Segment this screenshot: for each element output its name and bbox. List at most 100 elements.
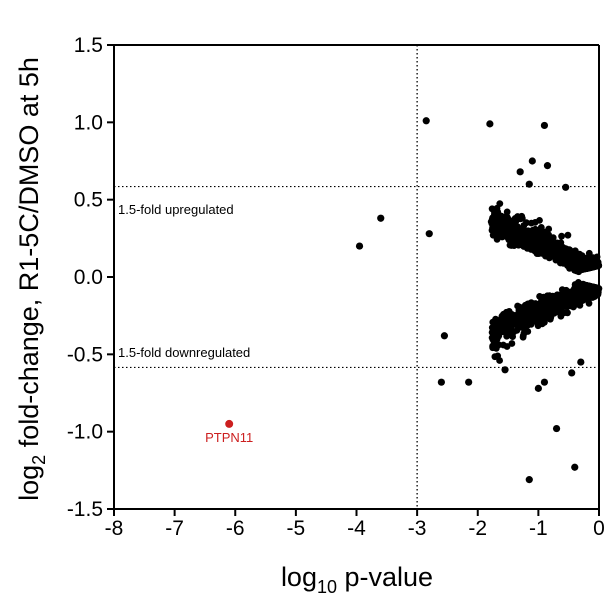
- data-point: [440, 332, 449, 340]
- data-point: [506, 324, 513, 332]
- data-point: [486, 120, 494, 128]
- data-point: [585, 299, 593, 307]
- data-point: [528, 219, 535, 227]
- data-point: [521, 301, 529, 309]
- data-point: [562, 183, 570, 191]
- data-point: [578, 259, 586, 267]
- data-point: [558, 304, 566, 311]
- data-point: [513, 315, 521, 322]
- y-axis-title: log2 fold-change, R1-5C/DMSO at 5h: [14, 57, 49, 501]
- data-point: [546, 299, 553, 306]
- data-point: [580, 264, 588, 272]
- data-point: [494, 318, 501, 326]
- highlight-point: [225, 419, 234, 428]
- data-point: [542, 246, 549, 254]
- data-point: [496, 200, 504, 208]
- data-point: [557, 294, 565, 301]
- data-point: [516, 168, 524, 176]
- x-tick-label: -3: [408, 517, 427, 540]
- data-point: [524, 328, 532, 335]
- data-point: [543, 162, 552, 170]
- data-point: [540, 121, 549, 130]
- x-tick-label: -1: [529, 517, 548, 540]
- data-point: [493, 327, 501, 335]
- data-point: [534, 308, 542, 315]
- data-point: [552, 298, 560, 306]
- data-point: [534, 384, 542, 392]
- x-tick-label: -8: [105, 517, 124, 540]
- highlight-label: PTPN11: [205, 430, 253, 445]
- x-tick-label: -6: [226, 517, 245, 540]
- data-point: [488, 226, 496, 234]
- data-point: [525, 233, 532, 240]
- data-point: [572, 267, 580, 275]
- x-axis-title: log10 p-value: [281, 562, 433, 595]
- data-point: [540, 314, 548, 322]
- y-axis-title-subscript: 2: [29, 455, 49, 465]
- data-point: [561, 309, 568, 317]
- data-point: [525, 180, 533, 188]
- data-point: [465, 378, 473, 386]
- data-point: [513, 225, 521, 233]
- data-point: [355, 242, 364, 250]
- data-points: PTPN11: [205, 117, 603, 484]
- annotation-downregulated: 1.5-fold downregulated: [118, 345, 250, 360]
- data-point: [509, 333, 516, 340]
- data-point: [542, 238, 550, 246]
- data-point: [536, 293, 543, 300]
- tick-labels: -8 -7 -6 -5 -4 -3 -2 -1 0 -1.5 -1.0 -0.5 0.0 0.5 1.0 1.…: [67, 34, 605, 540]
- x-axis-title-subscript: 10: [317, 577, 337, 595]
- x-tick-label: 0: [593, 517, 605, 540]
- data-point: [501, 231, 508, 239]
- data-point: [514, 302, 521, 310]
- data-point: [576, 289, 584, 296]
- data-point: [533, 250, 541, 257]
- data-point: [528, 157, 536, 165]
- reference-lines: [114, 45, 599, 509]
- data-point: [552, 424, 561, 433]
- data-point: [499, 341, 507, 349]
- data-point: [524, 227, 532, 235]
- data-point: [564, 231, 572, 239]
- data-point: [512, 233, 519, 240]
- data-point: [569, 257, 577, 265]
- data-point: [579, 297, 587, 304]
- data-point: [550, 304, 557, 311]
- data-point: [520, 239, 527, 247]
- y-tick-label: 0.5: [74, 189, 103, 212]
- data-point: [562, 245, 570, 253]
- data-point: [500, 325, 508, 332]
- data-point: [501, 366, 509, 374]
- x-axis-title-text: p-value: [337, 562, 433, 592]
- data-point: [568, 369, 576, 377]
- y-tick-label: 1.0: [74, 111, 103, 134]
- data-point: [556, 245, 564, 253]
- data-point: [537, 224, 545, 231]
- data-point: [494, 352, 502, 360]
- data-point: [422, 117, 430, 125]
- data-point: [540, 378, 549, 386]
- x-axis-title-log: log: [281, 562, 317, 592]
- data-point: [534, 232, 542, 240]
- data-point: [527, 317, 535, 324]
- data-point: [546, 315, 554, 323]
- data-point: [546, 254, 553, 262]
- data-point: [510, 242, 518, 250]
- data-point: [536, 300, 544, 307]
- data-point: [591, 293, 598, 300]
- data-point: [558, 232, 565, 240]
- data-point: [498, 222, 506, 230]
- data-point: [506, 229, 514, 237]
- x-tick-label: -7: [165, 517, 184, 540]
- data-point: [537, 237, 544, 245]
- y-tick-label: -1.0: [67, 421, 103, 444]
- data-point: [507, 318, 515, 325]
- data-point: [573, 297, 581, 305]
- data-point: [574, 254, 582, 262]
- x-tick-label: -2: [468, 517, 487, 540]
- axes: [107, 44, 600, 516]
- data-point: [563, 289, 571, 297]
- data-point: [425, 230, 433, 238]
- annotation-upregulated: 1.5-fold upregulated: [118, 202, 234, 217]
